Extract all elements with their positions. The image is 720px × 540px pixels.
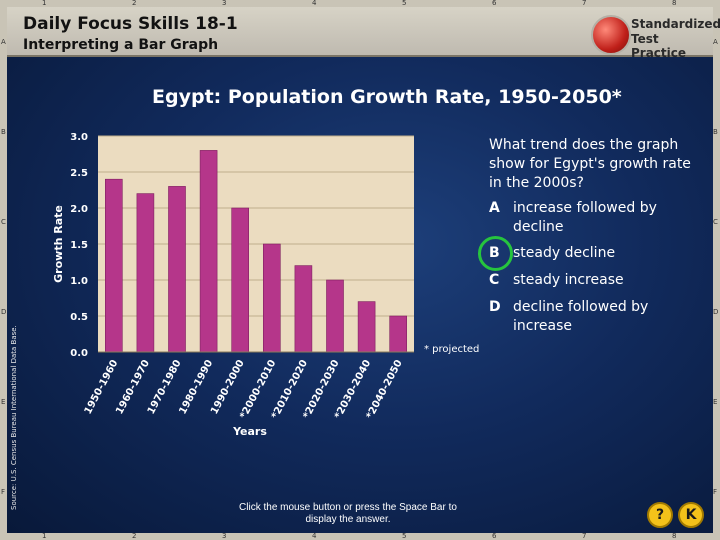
- option-a-text: increase followed by decline: [513, 200, 657, 235]
- logo-text-line2: Test Practice: [631, 32, 687, 60]
- x-tick-label: 1960-1970: [114, 358, 152, 416]
- y-tick-label: 2.5: [70, 168, 88, 179]
- ruler-number: 3: [222, 532, 227, 540]
- logo-text-line1: Standardized: [631, 17, 720, 31]
- instruction-hint: Click the mouse button or press the Spac…: [239, 502, 457, 525]
- y-axis-label: Growth Rate: [52, 205, 65, 283]
- bar: [262, 243, 281, 353]
- ruler-letter: C: [713, 218, 718, 226]
- y-tick-label: 3.0: [70, 132, 88, 143]
- ruler-number: 1: [42, 0, 47, 7]
- option-a-letter: A: [489, 200, 500, 216]
- header: Daily Focus Skills 18-1 Interpreting a B…: [7, 7, 720, 60]
- chart-title: Egypt: Population Growth Rate, 1950-2050…: [152, 86, 622, 108]
- y-tick-label: 1.5: [70, 240, 88, 251]
- bar: [326, 279, 344, 353]
- x-tick-label: 1970-1980: [146, 358, 184, 416]
- ruler-left: [0, 0, 7, 540]
- ruler-letter: E: [1, 398, 6, 406]
- ruler-number: 8: [672, 532, 677, 540]
- x-tick-label: 1950-1960: [83, 358, 121, 416]
- ruler-right: [713, 0, 720, 540]
- ruler-top: [0, 0, 720, 7]
- ruler-number: 6: [492, 532, 497, 540]
- y-tick-label: 0.5: [70, 312, 88, 323]
- question-prompt: What trend does the graph show for Egypt…: [489, 137, 691, 191]
- y-tick-label: 0.0: [70, 348, 88, 359]
- page-subtitle: Interpreting a Bar Graph: [23, 37, 219, 53]
- ruler-letter: E: [713, 398, 718, 406]
- bar: [357, 301, 376, 353]
- ruler-number: 4: [312, 532, 317, 540]
- page-title: Daily Focus Skills 18-1: [23, 14, 238, 34]
- bar: [294, 265, 313, 353]
- ruler-letter: A: [1, 38, 6, 46]
- bar: [231, 207, 249, 353]
- ruler-number: 8: [672, 0, 677, 7]
- option-d-text: decline followed by increase: [513, 299, 649, 334]
- bar: [389, 315, 408, 353]
- ruler-letter: F: [713, 488, 718, 496]
- bar: [199, 150, 218, 353]
- bar: [168, 186, 186, 353]
- x-tick-label: 1990-2000: [209, 358, 247, 416]
- help-button[interactable]: ?: [647, 502, 673, 528]
- back-button[interactable]: K: [678, 502, 704, 528]
- y-tick-label: 1.0: [70, 276, 88, 287]
- ruler-number: 5: [402, 0, 407, 7]
- x-tick-label: 1980-1990: [177, 358, 215, 416]
- answer-highlight-circle: [478, 236, 513, 271]
- ruler-number: 5: [402, 532, 407, 540]
- option-b-text: steady decline: [513, 245, 616, 261]
- ruler-number: 2: [132, 532, 137, 540]
- ruler-number: 7: [582, 0, 587, 7]
- ruler-number: 1: [42, 532, 47, 540]
- ruler-number: 6: [492, 0, 497, 7]
- globe-logo-icon: [591, 15, 631, 55]
- option-c-letter: C: [489, 272, 500, 288]
- ruler-letter: C: [1, 218, 6, 226]
- ruler-number: 3: [222, 0, 227, 7]
- chart-footnote: * projected: [424, 344, 479, 355]
- x-axis-label: Years: [232, 425, 267, 438]
- ruler-letter: B: [713, 128, 718, 136]
- ruler-bottom: [0, 533, 720, 540]
- option-d-letter: D: [489, 299, 501, 315]
- ruler-letter: A: [713, 38, 718, 46]
- ruler-letter: D: [1, 308, 7, 316]
- ruler-letter: B: [1, 128, 6, 136]
- option-c-text: steady increase: [513, 272, 624, 288]
- ruler-number: 7: [582, 532, 587, 540]
- bar: [136, 193, 155, 353]
- ruler-number: 2: [132, 0, 137, 7]
- ruler-number: 4: [312, 0, 317, 7]
- bar: [105, 178, 123, 353]
- y-tick-label: 2.0: [70, 204, 88, 215]
- chart-source: Source: U.S. Census Bureau International…: [10, 325, 18, 510]
- ruler-letter: F: [1, 488, 6, 496]
- ruler-letter: D: [713, 308, 719, 316]
